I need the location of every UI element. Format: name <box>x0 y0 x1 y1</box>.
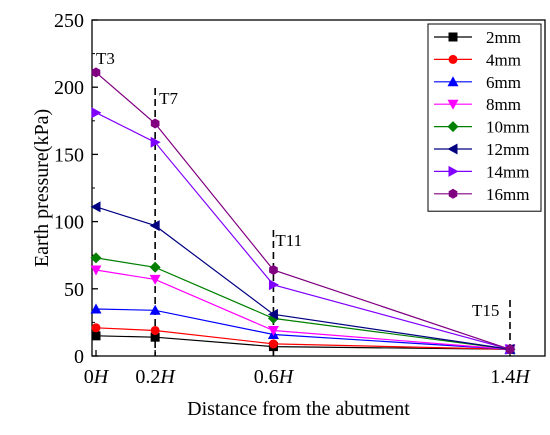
data-point-marker <box>448 32 458 42</box>
data-point-marker <box>91 67 101 78</box>
data-point-marker <box>268 279 279 291</box>
data-point-marker <box>149 304 161 315</box>
data-point-marker <box>268 339 278 349</box>
series-line-8mm <box>95 269 511 350</box>
data-point-marker <box>150 332 160 342</box>
legend-label-6mm: 6mm <box>486 73 521 92</box>
data-point-marker <box>150 136 161 148</box>
data-point-marker <box>447 99 459 110</box>
data-point-marker <box>90 265 102 276</box>
data-point-marker <box>267 308 278 320</box>
annotation-label-t7: T7 <box>159 89 178 108</box>
series-line-14mm <box>95 112 511 350</box>
data-point-marker <box>91 323 101 333</box>
y-axis-title: Earth pressure(kPa) <box>31 109 53 267</box>
y-tick-label: 250 <box>54 10 84 32</box>
y-tick-label: 50 <box>64 279 84 301</box>
x-tick-label: 0H <box>84 366 110 388</box>
data-point-marker <box>150 325 160 335</box>
data-point-marker <box>447 76 459 87</box>
x-tick-label: 0.2H <box>135 366 176 388</box>
data-point-marker <box>149 261 161 273</box>
legend-label-16mm: 16mm <box>486 185 529 204</box>
data-point-marker <box>269 265 278 275</box>
data-point-marker <box>91 331 101 341</box>
data-point-marker <box>149 220 160 232</box>
data-point-marker <box>447 143 458 155</box>
data-point-marker <box>448 188 458 199</box>
legend-label-4mm: 4mm <box>486 50 521 69</box>
legend-label-12mm: 12mm <box>486 140 529 159</box>
series-line-12mm <box>95 206 511 350</box>
y-tick-label: 150 <box>54 144 84 166</box>
legend-label-10mm: 10mm <box>486 118 529 137</box>
data-point-marker <box>90 201 101 213</box>
data-point-marker <box>90 252 102 264</box>
y-tick-label: 100 <box>54 212 84 234</box>
legend-label-2mm: 2mm <box>486 28 521 47</box>
data-point-marker <box>447 121 459 133</box>
data-point-marker <box>448 165 459 177</box>
x-axis-title: Distance from the abutment <box>187 398 410 420</box>
x-tick-label: 1.4H <box>490 366 531 388</box>
data-point-marker <box>90 303 102 314</box>
annotation-label-t15: T15 <box>472 301 499 320</box>
series-line-10mm <box>95 257 511 350</box>
data-point-marker <box>150 118 160 129</box>
legend-label-8mm: 8mm <box>486 95 521 114</box>
annotation-label-t3: T3 <box>96 49 115 68</box>
data-point-marker <box>149 274 161 285</box>
legend-label-14mm: 14mm <box>486 162 529 181</box>
y-tick-label: 200 <box>54 77 84 99</box>
series-line-16mm <box>95 71 511 350</box>
series-line-4mm <box>95 327 511 350</box>
legend-box <box>427 23 542 212</box>
data-point-marker <box>267 325 279 336</box>
series-line-6mm <box>95 308 511 350</box>
x-tick-label: 0.6H <box>254 366 295 388</box>
data-point-marker <box>91 107 102 119</box>
data-point-marker <box>448 54 458 64</box>
annotation-label-t11: T11 <box>275 231 302 250</box>
y-tick-label: 0 <box>74 346 84 368</box>
series-line-2mm <box>95 335 511 350</box>
data-point-marker <box>505 344 515 355</box>
